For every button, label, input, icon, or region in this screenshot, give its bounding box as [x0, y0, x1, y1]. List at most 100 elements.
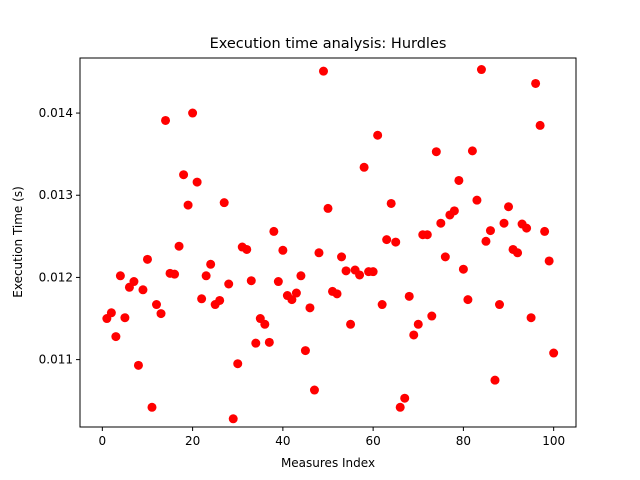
data-point	[174, 241, 184, 251]
data-point	[197, 294, 207, 304]
data-point	[183, 200, 193, 210]
data-point	[161, 115, 171, 125]
data-point	[179, 170, 189, 180]
data-point	[422, 230, 432, 240]
data-point	[495, 300, 504, 310]
data-point	[215, 295, 225, 305]
data-point	[224, 279, 234, 289]
data-point	[318, 66, 328, 76]
y-tick-label: 0.012	[39, 270, 73, 284]
data-point	[386, 198, 396, 208]
data-point	[467, 146, 477, 156]
data-point	[472, 195, 482, 205]
data-point	[111, 332, 121, 342]
data-point	[309, 385, 319, 395]
data-point	[156, 309, 166, 319]
data-point	[296, 271, 306, 281]
data-point	[206, 259, 216, 269]
data-point	[251, 338, 261, 348]
data-point	[481, 236, 491, 246]
data-point	[400, 393, 410, 403]
data-point	[535, 120, 545, 130]
data-point	[314, 248, 324, 258]
data-point	[458, 264, 468, 274]
data-point	[531, 78, 541, 88]
data-point	[192, 177, 202, 187]
data-point	[449, 206, 459, 216]
data-point	[278, 245, 288, 255]
data-point	[355, 270, 365, 280]
y-tick-label: 0.013	[39, 188, 73, 202]
data-point	[377, 300, 387, 310]
data-point	[431, 147, 441, 157]
data-points	[102, 65, 559, 424]
data-point	[373, 130, 383, 140]
data-point	[522, 223, 532, 233]
data-point	[142, 254, 152, 264]
data-point	[346, 319, 356, 329]
x-tick-label: 40	[275, 434, 290, 448]
x-axis-ticks: 0 20 40 60 80 100	[99, 427, 565, 448]
x-tick-label: 60	[365, 434, 380, 448]
data-point	[219, 198, 229, 208]
data-point	[115, 271, 125, 281]
x-tick-label: 20	[185, 434, 200, 448]
data-point	[368, 267, 378, 277]
y-axis-ticks: 0.011 0.012 0.013 0.014	[39, 106, 80, 367]
data-point	[490, 375, 500, 385]
data-point	[526, 313, 536, 323]
data-point	[291, 288, 301, 298]
data-point	[413, 319, 423, 329]
x-axis-label: Measures Index	[281, 456, 375, 470]
data-point	[427, 311, 437, 321]
data-point	[332, 289, 342, 299]
data-point	[504, 202, 514, 212]
data-point	[300, 346, 310, 356]
data-point	[463, 295, 473, 305]
data-point	[201, 271, 211, 281]
data-point	[305, 303, 315, 313]
data-point	[476, 65, 486, 75]
data-point	[544, 256, 554, 266]
plot-area	[80, 58, 576, 427]
data-point	[382, 235, 392, 245]
data-point	[264, 337, 274, 347]
x-tick-label: 0	[99, 434, 107, 448]
x-tick-label: 80	[456, 434, 471, 448]
data-point	[152, 300, 161, 310]
data-point	[147, 402, 157, 412]
y-tick-label: 0.014	[39, 106, 73, 120]
data-point	[341, 266, 351, 276]
data-point	[233, 359, 243, 369]
data-point	[129, 277, 139, 287]
data-point	[273, 277, 283, 287]
data-point	[133, 360, 143, 370]
data-point	[120, 313, 130, 323]
data-point	[436, 218, 446, 228]
data-point	[391, 237, 401, 247]
data-point	[323, 203, 333, 213]
data-point	[549, 348, 559, 358]
data-point	[287, 295, 297, 305]
y-axis-label: Execution Time (s)	[11, 186, 25, 298]
data-point	[188, 108, 198, 118]
data-point	[260, 319, 270, 329]
data-point	[404, 291, 414, 301]
data-point	[499, 218, 509, 228]
data-point	[440, 252, 450, 262]
data-point	[228, 414, 238, 424]
data-point	[337, 252, 347, 262]
data-point	[513, 248, 523, 258]
x-tick-label: 100	[542, 434, 565, 448]
data-point	[540, 226, 550, 236]
plot-frame	[79, 57, 577, 428]
data-point	[359, 162, 369, 172]
data-point	[485, 226, 495, 236]
data-point	[269, 226, 279, 236]
y-tick-label: 0.011	[39, 353, 73, 367]
data-point	[246, 276, 256, 286]
data-point	[454, 175, 464, 185]
data-point	[170, 269, 180, 279]
data-point	[395, 402, 405, 412]
